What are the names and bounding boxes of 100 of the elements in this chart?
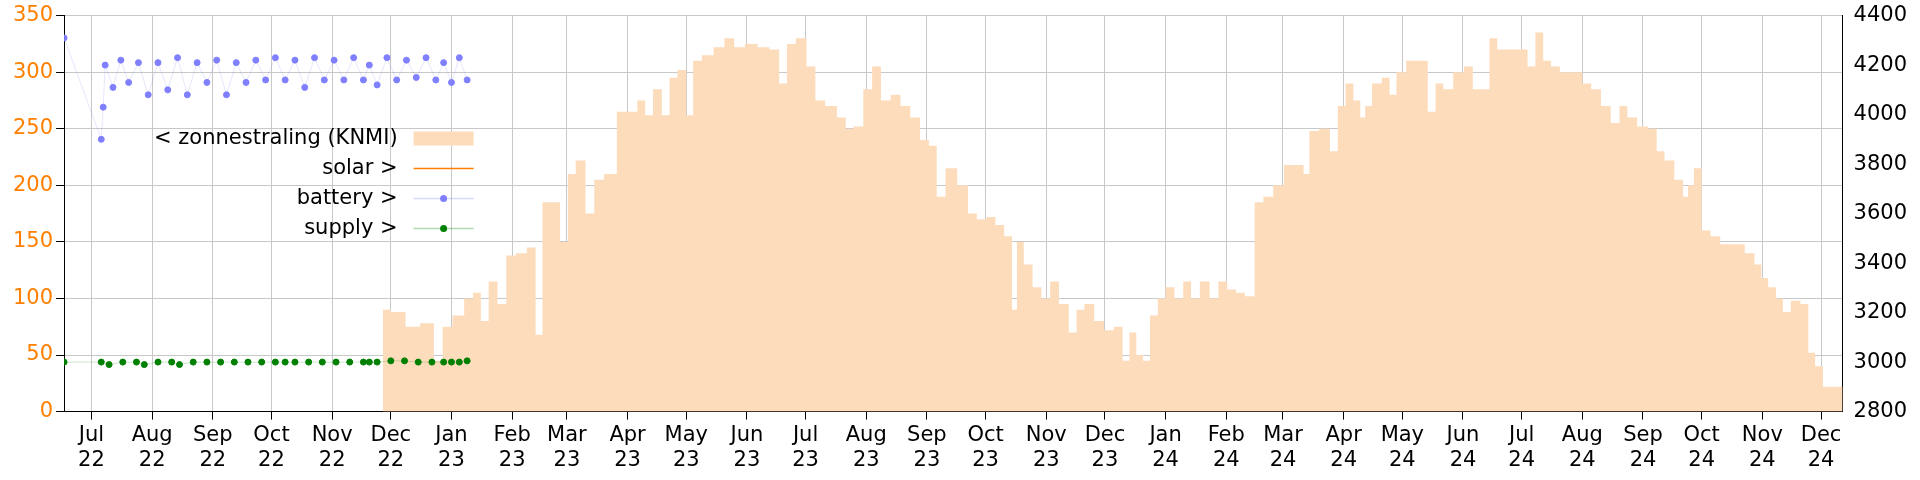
- point: [230, 358, 238, 366]
- x-tick-label: Oct 22: [253, 421, 290, 471]
- point: [373, 81, 381, 89]
- y-tick-label: 100: [12, 284, 54, 309]
- point: [463, 76, 471, 84]
- point: [99, 103, 107, 111]
- point: [401, 357, 409, 365]
- point: [447, 358, 455, 366]
- point: [154, 59, 162, 67]
- point: [432, 76, 440, 84]
- point: [242, 78, 250, 86]
- legend-label: battery >: [296, 185, 398, 210]
- y2-tick-label: 3400: [1853, 249, 1908, 274]
- point: [291, 358, 299, 366]
- point: [232, 59, 240, 67]
- point: [193, 59, 201, 67]
- point: [463, 357, 471, 365]
- point: [402, 56, 410, 64]
- x-tick-label: Mar 23: [547, 421, 588, 471]
- point: [373, 358, 381, 366]
- point: [213, 56, 221, 64]
- point: [422, 54, 430, 62]
- point: [117, 56, 125, 64]
- y2-tick-label: 3200: [1853, 299, 1908, 324]
- y2-tick-label: 4200: [1853, 51, 1908, 76]
- x-tick-label: Jan 23: [433, 421, 468, 471]
- y-tick-label: 150: [12, 228, 54, 253]
- point: [271, 358, 279, 366]
- point: [305, 358, 313, 366]
- point: [320, 76, 328, 84]
- legend-label: < zonnestraling (KNMI): [154, 125, 398, 150]
- point: [318, 358, 326, 366]
- legend-label: supply >: [304, 215, 398, 240]
- point: [203, 78, 211, 86]
- x-tick-label: Sep 22: [192, 421, 233, 471]
- x-tick-label: Jun 24: [1444, 421, 1480, 471]
- point: [119, 358, 127, 366]
- point: [97, 135, 105, 143]
- point: [455, 358, 463, 366]
- y-tick-label: 350: [12, 2, 54, 27]
- point: [383, 54, 391, 62]
- point: [393, 76, 401, 84]
- point: [140, 361, 148, 369]
- y-tick-label: 0: [39, 398, 54, 423]
- point: [359, 358, 367, 366]
- point: [281, 76, 289, 84]
- point: [125, 78, 133, 86]
- x-tick-label: Jul 24: [1507, 421, 1536, 471]
- point: [144, 91, 152, 99]
- point: [168, 358, 176, 366]
- point: [134, 59, 142, 67]
- point: [301, 83, 309, 91]
- x-tick-label: Mar 24: [1263, 421, 1304, 471]
- point: [332, 358, 340, 366]
- x-tick-label: May 24: [1380, 421, 1425, 471]
- point: [346, 358, 354, 366]
- point: [440, 358, 448, 366]
- x-tick-label: Aug 23: [845, 421, 887, 471]
- point: [244, 358, 252, 366]
- point: [291, 56, 299, 64]
- point: [428, 358, 436, 366]
- y2-tick-label: 3800: [1853, 150, 1908, 175]
- point: [271, 54, 279, 62]
- point: [340, 76, 348, 84]
- point: [217, 358, 225, 366]
- point: [311, 54, 319, 62]
- point: [365, 61, 373, 69]
- point: [330, 56, 338, 64]
- point: [447, 78, 455, 86]
- point: [455, 54, 463, 62]
- point: [97, 358, 105, 366]
- x-tick-label: Aug 22: [131, 421, 173, 471]
- point: [365, 358, 373, 366]
- x-tick-label: Feb 24: [1207, 421, 1245, 471]
- point: [105, 361, 113, 369]
- x-tick-label: Dec 24: [1800, 421, 1842, 471]
- point: [189, 358, 197, 366]
- point: [252, 56, 260, 64]
- x-tick-label: Sep 24: [1623, 421, 1663, 471]
- y2-tick-label: 4000: [1853, 101, 1908, 126]
- y-tick-label: 50: [26, 341, 54, 366]
- point: [109, 83, 117, 91]
- point: [222, 91, 230, 99]
- point: [174, 54, 182, 62]
- x-tick-label: Nov 23: [1025, 421, 1067, 471]
- point: [262, 76, 270, 84]
- x-tick-label: Apr 23: [609, 421, 647, 471]
- x-tick-label: Jul 23: [790, 421, 819, 471]
- y-tick-label: 250: [12, 115, 54, 140]
- x-tick-label: Nov 22: [311, 421, 353, 471]
- point: [203, 358, 211, 366]
- x-tick-label: Oct 23: [967, 421, 1004, 471]
- x-tick-label: Jun 23: [728, 421, 764, 471]
- point: [350, 54, 358, 62]
- point: [183, 91, 191, 99]
- x-tick-label: Sep 23: [907, 421, 947, 471]
- point: [164, 86, 172, 94]
- point: [412, 73, 420, 81]
- y-tick-label: 200: [12, 171, 54, 196]
- point: [387, 357, 395, 365]
